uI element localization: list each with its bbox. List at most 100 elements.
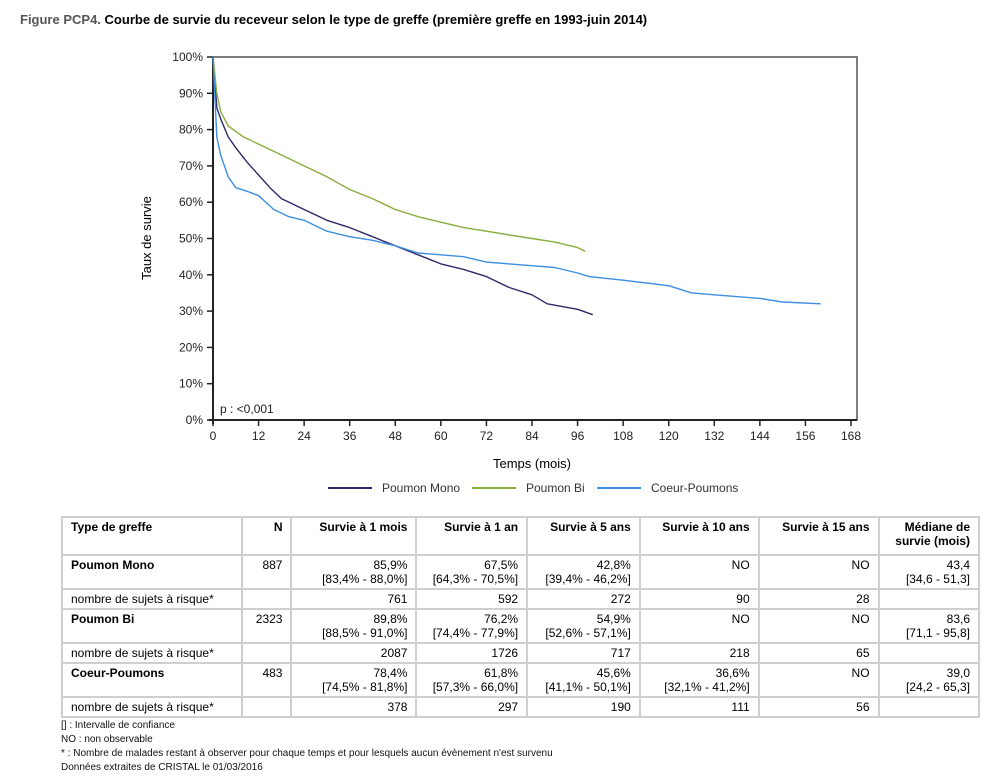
x-tick-label: 0: [210, 429, 217, 443]
table-row: Poumon Bi 2323 89,8% [88,5% - 91,0%] 76,2% [7…: [60, 608, 981, 644]
series-line-coeur-poumons: [212, 56, 821, 305]
survival-value: 42,8%: [596, 558, 631, 572]
empty-cell: [241, 696, 293, 718]
at-risk-count: 28: [757, 588, 880, 610]
at-risk-label: nombre de sujets à risque*: [60, 696, 244, 718]
graft-type-name: Poumon Bi: [60, 608, 244, 644]
x-tick-label: 72: [480, 429, 494, 443]
at-risk-count: 190: [526, 696, 641, 718]
footnote: [] : Intervalle de confiance: [61, 720, 175, 731]
survival-cell: 39,0 [24,2 - 65,3]: [877, 662, 981, 698]
column-header: Médiane de survie (mois): [877, 516, 981, 556]
y-tick-label: 90%: [179, 86, 203, 100]
at-risk-label: nombre de sujets à risque*: [60, 642, 244, 664]
series-line-poumon-bi: [212, 56, 586, 252]
at-risk-count: 717: [526, 642, 641, 664]
table-row: Coeur-Poumons 483 78,4% [74,5% - 81,8%] 61,8…: [60, 662, 981, 698]
confidence-interval: [39,4% - 46,2%]: [545, 572, 631, 586]
y-tick-label: 60%: [179, 195, 203, 209]
column-header: Survie à 5 ans: [526, 516, 641, 556]
confidence-interval: [649, 626, 750, 640]
survival-cell: 36,6% [32,1% - 41,2%]: [638, 662, 760, 698]
x-tick-label: 60: [434, 429, 448, 443]
column-header: Survie à 1 mois: [290, 516, 418, 556]
survival-cell: 78,4% [74,5% - 81,8%]: [290, 662, 418, 698]
x-tick-label: 132: [704, 429, 724, 443]
legend-item-poumon-bi: Poumon Bi: [472, 481, 585, 495]
confidence-interval: [71,1 - 95,8]: [905, 626, 970, 640]
column-header: Survie à 10 ans: [638, 516, 760, 556]
survival-value: 43,4: [946, 558, 970, 572]
confidence-interval: [34,6 - 51,3]: [905, 572, 970, 586]
survival-cell: 76,2% [74,4% - 77,9%]: [415, 608, 529, 644]
confidence-interval: [32,1% - 41,2%]: [664, 680, 750, 694]
survival-cell: 85,9% [83,4% - 88,0%]: [290, 554, 418, 590]
at-risk-count: [877, 642, 981, 664]
confidence-interval: [64,3% - 70,5%]: [432, 572, 519, 586]
survival-value: 85,9%: [373, 558, 408, 572]
at-risk-count: 378: [290, 696, 418, 718]
x-tick-label: 12: [252, 429, 266, 443]
x-tick-label: 84: [525, 429, 539, 443]
y-axis-title: Taux de survie: [139, 196, 154, 280]
survival-cell: 83,6 [71,1 - 95,8]: [877, 608, 981, 644]
x-tick-label: 120: [659, 429, 679, 443]
at-risk-label: nombre de sujets à risque*: [60, 588, 244, 610]
survival-cell: 54,9% [52,6% - 57,1%]: [526, 608, 641, 644]
x-tick-label: 36: [343, 429, 357, 443]
y-tick-label: 0%: [186, 413, 204, 427]
survival-cell: NO: [638, 554, 760, 590]
at-risk-count: 592: [415, 588, 529, 610]
survival-value: 89,8%: [373, 612, 408, 626]
at-risk-count: 90: [638, 588, 760, 610]
at-risk-count: 218: [638, 642, 760, 664]
confidence-interval: [52,6% - 57,1%]: [545, 626, 631, 640]
table-row: Poumon Mono 887 85,9% [83,4% - 88,0%] 67,5%[…: [60, 554, 981, 590]
column-header: Survie à 15 ans: [757, 516, 880, 556]
x-tick-label: 24: [297, 429, 311, 443]
y-tick-label: 100%: [172, 50, 203, 64]
n-value: 2323: [241, 608, 293, 644]
at-risk-count: 297: [415, 696, 529, 718]
chart-legend: Poumon Mono Poumon Bi Coeur-Poumons: [0, 481, 1000, 499]
y-tick-label: 50%: [179, 232, 203, 246]
survival-value: 61,8%: [484, 666, 519, 680]
empty-cell: [241, 642, 293, 664]
at-risk-count: 56: [757, 696, 880, 718]
survival-cell: NO: [757, 662, 880, 698]
survival-value: NO: [851, 558, 870, 572]
empty-cell: [241, 588, 293, 610]
legend-label: Poumon Bi: [526, 481, 585, 495]
graft-type-name: Coeur-Poumons: [60, 662, 244, 698]
survival-cell: NO: [638, 608, 760, 644]
confidence-interval: [74,4% - 77,9%]: [432, 626, 519, 640]
y-tick-label: 70%: [179, 159, 203, 173]
footnote: NO : non observable: [61, 734, 153, 745]
figure-title-text: Courbe de survie du receveur selon le ty…: [104, 12, 648, 27]
survival-value: 78,4%: [373, 666, 408, 680]
p-value-annotation: p : <0,001: [220, 402, 274, 416]
table-row-at-risk: nombre de sujets à risque* 378 297 190 111 56: [60, 696, 981, 718]
column-header: Type de greffe: [60, 516, 244, 556]
x-tick-label: 96: [571, 429, 585, 443]
survival-value: 67,5%: [484, 558, 519, 572]
survival-cell: 61,8% [57,3% - 66,0%]: [415, 662, 529, 698]
survival-value: NO: [731, 612, 750, 626]
survival-chart: 0 12 24 36 48 60 72 84 96 108 120 132 144 156 168 0% 10%…: [139, 50, 861, 471]
survival-cell: NO: [757, 554, 880, 590]
legend-swatch: [472, 487, 516, 489]
survival-cell: 43,4 [34,6 - 51,3]: [877, 554, 981, 590]
x-tick-label: 48: [389, 429, 403, 443]
confidence-interval: [57,3% - 66,0%]: [432, 680, 519, 694]
confidence-interval: [74,5% - 81,8%]: [322, 680, 408, 694]
confidence-interval: [768, 680, 870, 694]
survival-cell: 42,8% [39,4% - 46,2%]: [526, 554, 641, 590]
confidence-interval: [24,2 - 65,3]: [905, 680, 970, 694]
confidence-interval: [768, 626, 870, 640]
confidence-interval: [649, 572, 750, 586]
at-risk-count: 272: [526, 588, 641, 610]
y-tick-label: 30%: [179, 304, 203, 318]
graft-type-name: Poumon Mono: [60, 554, 244, 590]
survival-cell: 45,6% [41,1% - 50,1%]: [526, 662, 641, 698]
at-risk-count: 1726: [415, 642, 529, 664]
